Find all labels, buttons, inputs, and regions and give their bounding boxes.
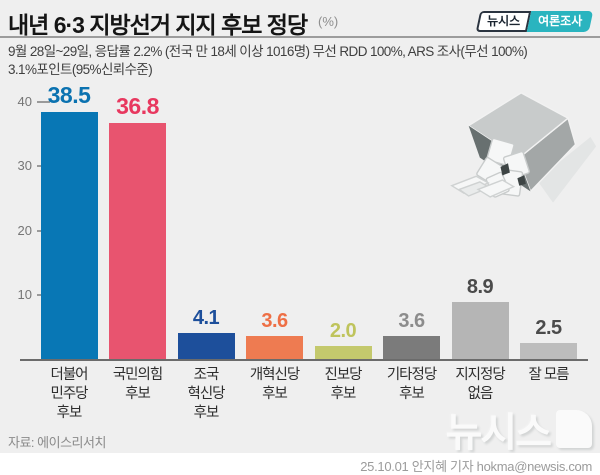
bar-value-label: 3.6: [261, 310, 288, 332]
credit-strip: 25.10.01 안지혜 기자 hokma@newsis.com: [0, 453, 600, 475]
newsis-watermark: 뉴시스: [446, 400, 592, 458]
x-axis-line: [20, 359, 588, 361]
methodology-line-2: 3.1%포인트(95%신뢰수준): [8, 62, 153, 77]
ballot-box-illustration: [450, 92, 597, 203]
x-axis-category-label: 더불어 민주당 후보: [50, 367, 88, 421]
y-axis-tick-mark: [37, 101, 50, 103]
bar-5: [383, 336, 440, 359]
bar-value-label: 2.0: [329, 320, 357, 342]
y-axis-tick-label: 30: [17, 158, 32, 174]
bar-6: [451, 302, 509, 359]
x-axis-category-label: 지지정당 없음: [455, 367, 505, 402]
bar-1: [109, 123, 166, 359]
bar-value-label: 8.9: [466, 276, 494, 298]
x-axis-category-label: 개혁신당 후보: [249, 367, 300, 402]
bar-3: [246, 336, 303, 359]
x-axis-category-label: 잘 모름: [528, 367, 569, 383]
y-axis-tick-label: 10: [17, 286, 32, 302]
survey-methodology: 9월 28일~29일, 응답률 2.2% (전국 만 18세 이상 1016명)…: [8, 43, 528, 79]
watermark-logo-box: [556, 410, 592, 448]
x-axis-category-label: 조국 혁신당 후보: [187, 367, 225, 421]
x-axis-category-label: 진보당 후보: [324, 367, 362, 402]
methodology-line-1: 9월 28일~29일, 응답률 2.2% (전국 만 18세 이상 1016명)…: [8, 44, 528, 59]
byline: 25.10.01 안지혜 기자 hokma@newsis.com: [360, 459, 592, 474]
bar-0: [40, 112, 98, 359]
source-label: 자료: 에이스리서치: [8, 435, 106, 450]
unit-label: (%): [318, 14, 339, 29]
bar-value-label: 38.5: [47, 82, 91, 108]
bar-value-label: 36.8: [116, 93, 159, 119]
bar-2: [177, 333, 235, 359]
x-axis-category-label: 국민의힘 후보: [112, 367, 163, 402]
y-axis-tick-label: 20: [17, 222, 32, 238]
bar-4: [314, 346, 372, 359]
watermark-text: 뉴시스: [445, 411, 552, 455]
x-axis-category-label: 기타정당 후보: [386, 367, 437, 402]
y-axis-tick-label: 40: [17, 94, 32, 109]
bar-7: [520, 343, 577, 359]
bar-value-label: 4.1: [192, 307, 220, 329]
page-title: 내년 6·3 지방선거 지지 후보 정당: [8, 12, 308, 38]
header-divider: [0, 36, 600, 38]
bar-value-label: 2.5: [535, 317, 562, 339]
bar-value-label: 3.6: [398, 310, 425, 332]
